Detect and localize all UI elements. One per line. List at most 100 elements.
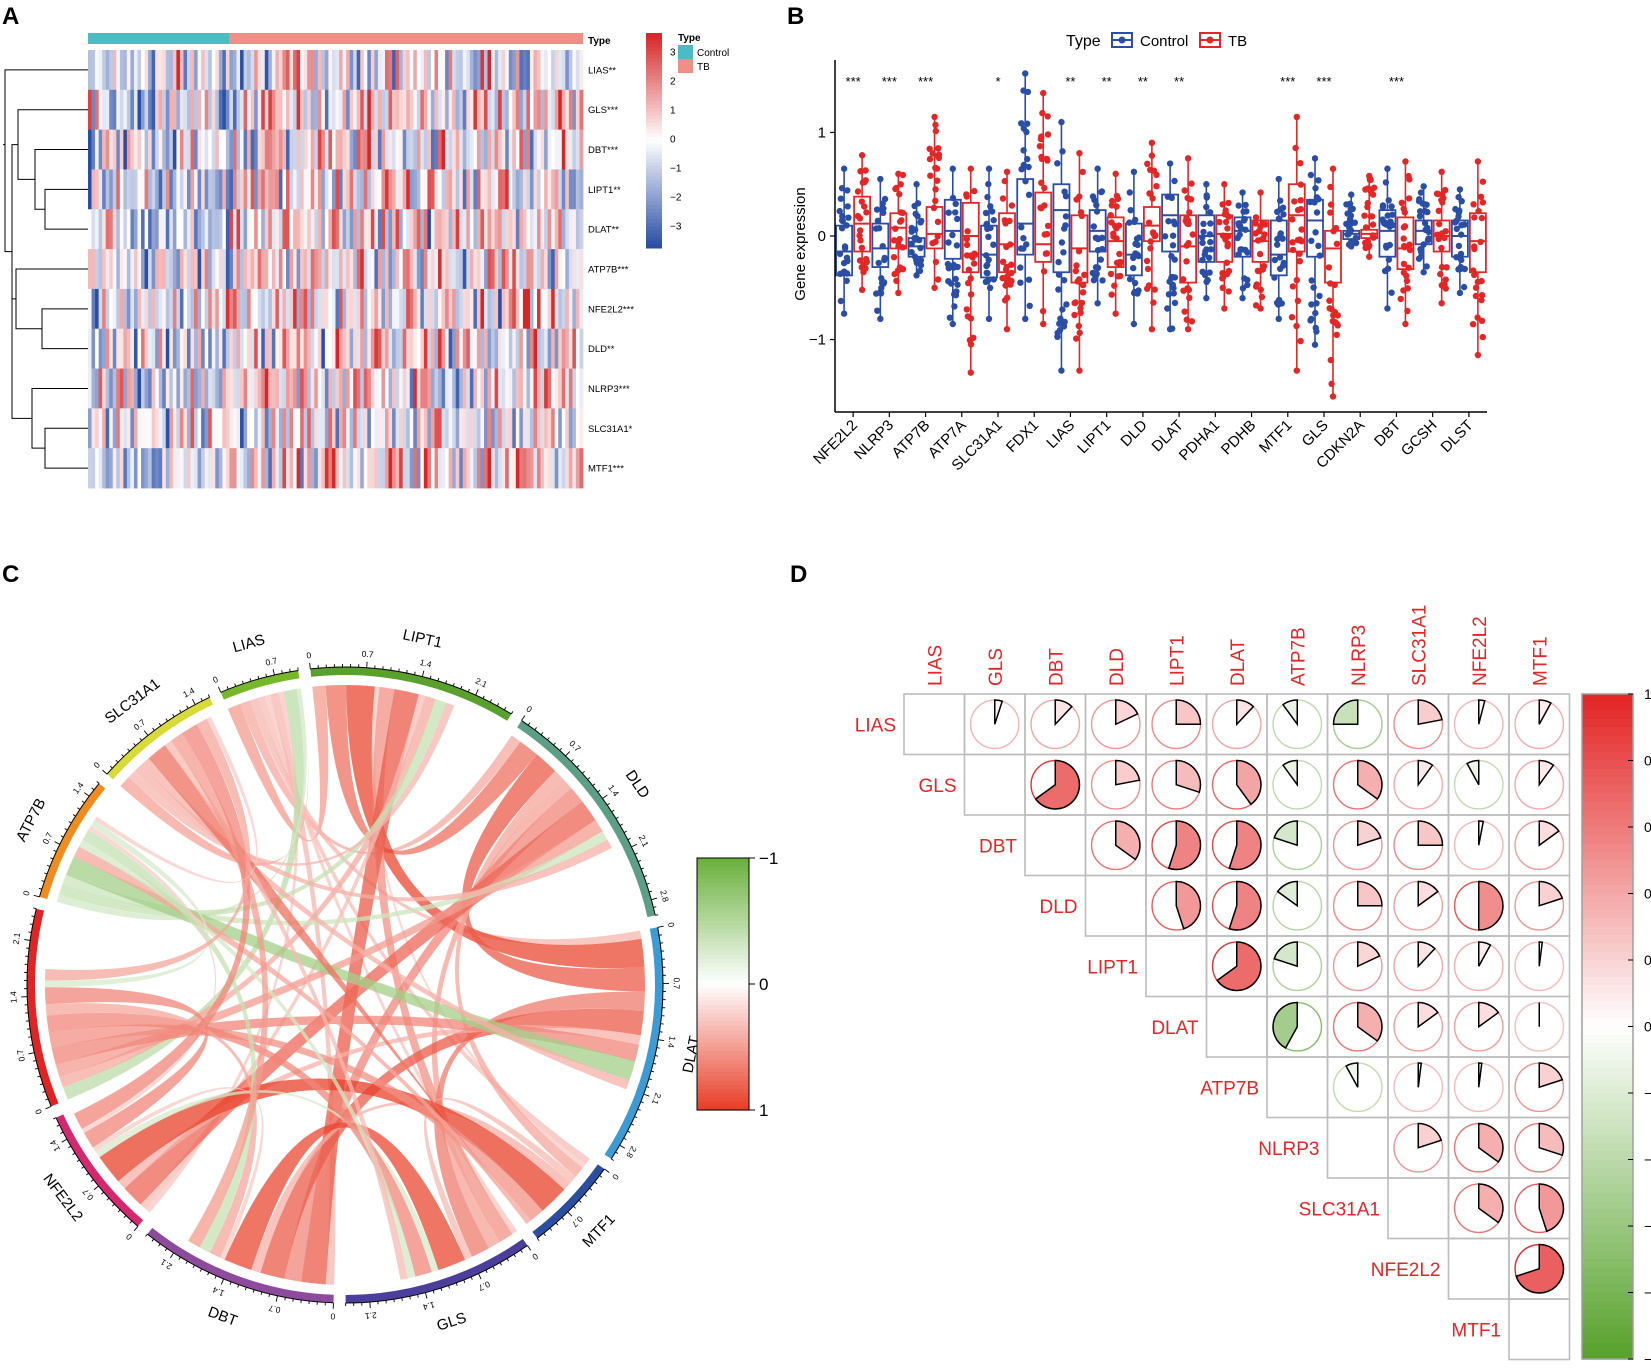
box-point	[1364, 203, 1371, 211]
heatmap-cell	[275, 169, 280, 210]
heatmap-cell	[363, 448, 368, 489]
heatmap-cell	[381, 408, 386, 449]
heatmap-cell	[201, 368, 206, 409]
corr-pie-wedge	[1478, 1183, 1504, 1224]
heatmap-cell	[579, 209, 584, 250]
heatmap-cell	[519, 89, 524, 131]
box-point	[1044, 157, 1051, 164]
box-point	[1225, 199, 1232, 207]
sector-tick-label: 0.7	[264, 655, 278, 667]
sector-tick-label: 1.4	[422, 1300, 436, 1313]
heatmap-cell	[526, 408, 531, 449]
heatmap-cell	[529, 89, 534, 131]
heatmap-cell	[303, 129, 308, 170]
heatmap-cell	[512, 448, 517, 489]
heatmap-cell	[165, 169, 170, 210]
heatmap-cell	[116, 328, 121, 369]
heatmap-cell	[473, 209, 478, 250]
corr-pie-wedge	[1276, 880, 1298, 908]
heatmap-cell	[388, 448, 393, 489]
box-point	[1293, 367, 1300, 374]
colorbar-segment	[646, 108, 662, 113]
box-point	[1346, 200, 1354, 207]
heatmap-cell	[102, 50, 107, 91]
heatmap-cell	[236, 169, 241, 210]
heatmap-cell	[505, 408, 510, 449]
corr-cell	[1326, 1116, 1389, 1179]
box-point	[1171, 177, 1178, 185]
heatmap-cell	[540, 129, 545, 170]
heatmap-cell	[529, 129, 534, 170]
heatmap-cells	[88, 50, 584, 489]
sector-slc31a1	[106, 697, 214, 780]
sector-axis	[55, 1117, 139, 1227]
heatmap-gene-label: LIPT1**	[588, 185, 621, 196]
col-label-slc31a1: SLC31A1	[1409, 605, 1430, 686]
heatmap-cell	[141, 209, 145, 250]
heatmap-cell	[208, 209, 213, 250]
heatmap-cell	[572, 328, 577, 369]
heatmap-cell	[501, 89, 506, 131]
heatmap-cell	[565, 408, 570, 449]
heatmap-cell	[413, 368, 418, 409]
heatmap-cell	[441, 50, 446, 91]
heatmap-cell	[314, 129, 319, 170]
heatmap-cell	[381, 288, 386, 330]
box-point	[1040, 268, 1048, 275]
heatmap-cell	[310, 169, 315, 210]
heatmap-cell	[572, 89, 577, 131]
heatmap-cell	[445, 408, 450, 449]
box-point	[908, 249, 915, 256]
corr-colorbar-label: 0.4	[1644, 886, 1651, 902]
heatmap-cell	[381, 249, 386, 290]
corr-colorbar-segment	[1582, 935, 1633, 944]
heatmap-cell	[537, 328, 541, 369]
heatmap-cell	[123, 448, 128, 489]
heatmap-cell	[409, 50, 414, 91]
heatmap-cell	[476, 129, 481, 170]
heatmap-cell	[452, 129, 457, 170]
box-point	[1206, 254, 1213, 261]
heatmap-cell	[130, 288, 135, 330]
sector-tick	[169, 1252, 174, 1259]
heatmap-cell	[547, 89, 552, 131]
heatmap-cell	[494, 249, 499, 290]
box-point	[1112, 310, 1119, 317]
box-point	[1366, 253, 1373, 260]
sector-tick	[602, 794, 608, 799]
box-point	[1469, 321, 1477, 328]
heatmap-cell	[462, 169, 467, 210]
heatmap-cell	[360, 368, 365, 409]
box-point	[1280, 259, 1288, 267]
heatmap-cell	[455, 408, 460, 449]
heatmap-cell	[144, 408, 149, 449]
heatmap-cell	[385, 448, 389, 489]
heatmap-cell	[515, 50, 520, 91]
box-point	[1022, 70, 1029, 77]
colorbar-segment	[646, 86, 662, 91]
heatmap-cell	[395, 368, 400, 409]
heatmap-cell	[187, 169, 191, 210]
heatmap-cell	[296, 448, 301, 489]
box-iqr	[1052, 183, 1071, 274]
heatmap-cell	[218, 249, 223, 290]
box-point	[952, 209, 959, 216]
box-point	[1423, 263, 1430, 270]
heatmap-cell	[229, 368, 234, 409]
heatmap-cell	[579, 249, 584, 290]
box-point	[1184, 155, 1192, 162]
heatmap-cell	[501, 368, 506, 409]
heatmap-cell	[208, 129, 213, 170]
heatmap-cell	[296, 169, 301, 210]
heatmap-cell	[261, 249, 266, 290]
box-point	[967, 275, 974, 282]
heatmap-cell	[243, 448, 248, 489]
heatmap-cell	[491, 209, 496, 250]
box-point	[858, 152, 866, 159]
box-iqr	[1396, 216, 1415, 271]
heatmap-cell	[278, 288, 283, 330]
heatmap-cell	[307, 50, 312, 91]
legend-label-tb: TB	[697, 62, 710, 73]
box-point	[1313, 300, 1320, 307]
box-point	[1277, 265, 1284, 272]
